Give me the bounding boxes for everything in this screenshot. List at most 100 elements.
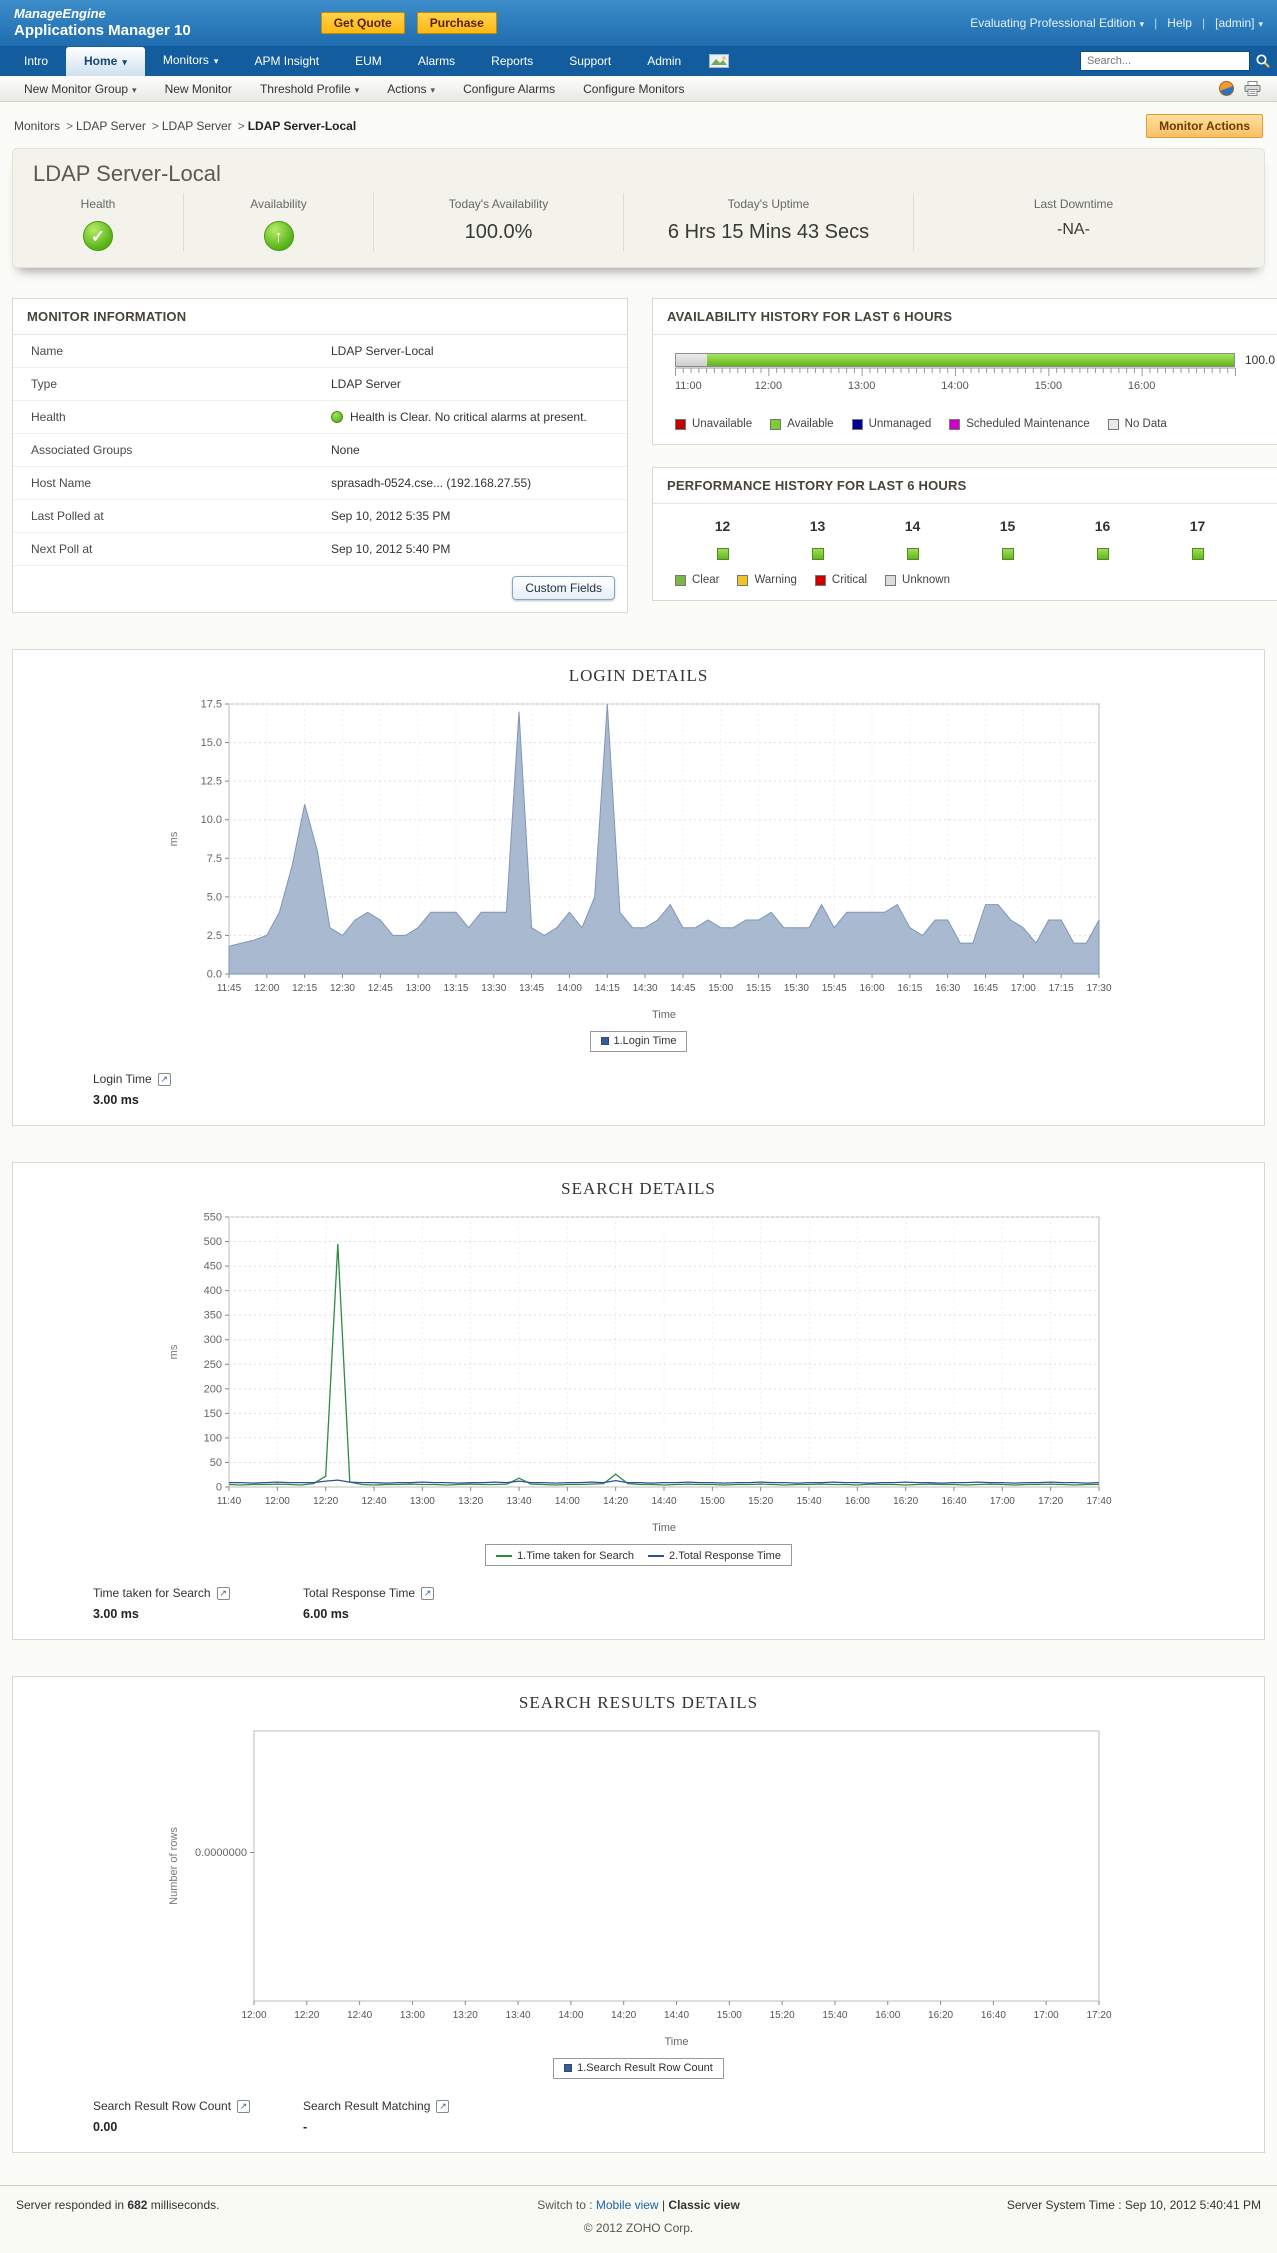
legend-available: Available (770, 418, 834, 430)
toolbar-threshold-profile[interactable]: Threshold Profile ▾ (259, 81, 360, 96)
svg-text:12:40: 12:40 (347, 2010, 372, 2021)
search-input[interactable] (1080, 51, 1250, 71)
svg-text:15:30: 15:30 (783, 983, 808, 994)
monitor-actions-button[interactable]: Monitor Actions (1146, 114, 1263, 138)
breadcrumb-monitors[interactable]: Monitors (14, 119, 61, 133)
square-marker (564, 2064, 573, 2072)
tab-home[interactable]: Home ▾ (66, 47, 145, 76)
summary-label: Today's Availability (448, 197, 549, 211)
stat-graph-link-icon[interactable]: ↗ (157, 1072, 171, 1086)
toolbar-configure-alarms[interactable]: Configure Alarms (463, 81, 556, 96)
stat-label: Login Time ↗ (93, 1072, 303, 1086)
svg-text:17:20: 17:20 (1086, 2010, 1111, 2021)
help-link[interactable]: Help (1167, 16, 1192, 30)
toolbar-new-monitor-group[interactable]: New Monitor Group ▾ (24, 81, 137, 96)
breadcrumb-ldap-server[interactable]: LDAP Server (161, 119, 232, 133)
search-details-panel: SEARCH DETAILS 0 50 100 150 200 250 300 350 400 4… (12, 1162, 1265, 1640)
toolbar-icons (1219, 81, 1267, 96)
stat-graph-link-icon[interactable]: ↗ (436, 2099, 450, 2113)
purchase-button[interactable]: Purchase (416, 12, 497, 34)
manageengine-logo[interactable]: ManageEngine Applications Manager 10 (14, 5, 191, 39)
top-header: ManageEngine Applications Manager 10 Get… (0, 0, 1277, 46)
stat-graph-link-icon[interactable]: ↗ (216, 1586, 230, 1600)
svg-text:11:45: 11:45 (216, 983, 241, 994)
tab-intro[interactable]: Intro (24, 54, 49, 68)
breadcrumb-ldap-server[interactable]: LDAP Server (76, 119, 146, 133)
admin-menu[interactable]: [admin] ▾ (1215, 16, 1263, 30)
performance-status-clear[interactable] (906, 548, 919, 560)
performance-hour-17: 17 (1150, 518, 1245, 560)
caret-down-icon: ▾ (354, 84, 360, 95)
chart-login: 0.0 2.5 5.0 7.5 10.0 12.5 15.0 17.5 11:45 12:00 12… (168, 699, 1112, 1022)
search-results-details-panel: SEARCH RESULTS DETAILS 0.0000000 12:00 12:… (12, 1676, 1265, 2153)
summary-row: Health ✓ Availability ↑ Today's Availability… (13, 189, 1264, 267)
breadcrumb-separator: > (66, 119, 74, 133)
svg-text:16:40: 16:40 (941, 1496, 966, 1507)
history-column: AVAILABILITY HISTORY FOR LAST 6 HOURS 10… (652, 298, 1277, 601)
svg-text:Number of rows: Number of rows (168, 1827, 180, 1905)
svg-text:2.5: 2.5 (206, 930, 221, 942)
world-icon[interactable] (1219, 81, 1234, 96)
performance-status-clear[interactable] (716, 548, 729, 560)
critical-swatch (814, 574, 826, 586)
svg-text:16:00: 16:00 (875, 2010, 900, 2021)
svg-text:15:15: 15:15 (746, 983, 771, 994)
logo-brand: ManageEngine (14, 5, 106, 21)
performance-status-clear[interactable] (1191, 548, 1204, 560)
tab-support[interactable]: Support (569, 54, 612, 68)
info-value: sprasadh-0524.cse... (192.168.27.55) (331, 476, 532, 490)
switch-to-label: Switch to : (537, 2198, 596, 2212)
mobile-view-link[interactable]: Mobile view (595, 2198, 659, 2212)
get-quote-button[interactable]: Get Quote (320, 12, 405, 34)
availability-bar (675, 353, 1235, 367)
summary-today-s-uptime: Today's Uptime 6 Hrs 15 Mins 43 Secs (623, 193, 913, 251)
svg-text:14:40: 14:40 (663, 2010, 688, 2021)
stat-value: - (303, 2120, 308, 2134)
toolbar-configure-monitors[interactable]: Configure Monitors (583, 81, 685, 96)
tab-apm-insight[interactable]: APM Insight (254, 54, 320, 68)
performance-hour-label: 13 (809, 518, 826, 534)
available-swatch (770, 418, 782, 430)
availability-legend: Unavailable Available Unmanaged Scheduled M… (675, 418, 1275, 430)
search-icon[interactable] (1255, 53, 1271, 69)
svg-text:11:00: 11:00 (675, 380, 702, 392)
stat-value: 0.00 (93, 2120, 118, 2134)
svg-text:15:00: 15:00 (1035, 380, 1063, 392)
svg-text:17:30: 17:30 (1086, 983, 1111, 994)
print-icon[interactable] (1244, 81, 1261, 96)
stat-label: Search Result Matching ↗ (303, 2099, 513, 2113)
svg-text:400: 400 (203, 1285, 221, 1297)
separator: | (1154, 16, 1158, 30)
svg-text:13:00: 13:00 (848, 380, 876, 392)
toolbar-actions[interactable]: Actions ▾ (387, 81, 436, 96)
performance-status-clear[interactable] (1001, 548, 1014, 560)
svg-text:12:00: 12:00 (254, 983, 279, 994)
performance-status-clear[interactable] (1096, 548, 1109, 560)
edition-menu[interactable]: Evaluating Professional Edition ▾ (970, 16, 1145, 30)
tab-alarms[interactable]: Alarms (417, 54, 456, 68)
svg-text:14:20: 14:20 (611, 2010, 636, 2021)
unmanaged-swatch (851, 418, 863, 430)
legend-unmanaged: Unmanaged (851, 418, 931, 430)
toolbar-new-monitor[interactable]: New Monitor (164, 81, 232, 96)
tab-eum[interactable]: EUM (355, 54, 382, 68)
stat-total-response-time: Total Response Time ↗ 6.00 ms (303, 1586, 513, 1621)
unknown-swatch (885, 574, 897, 586)
tab-monitors[interactable]: Monitors ▾ (162, 53, 219, 67)
stat-graph-link-icon[interactable]: ↗ (421, 1586, 435, 1600)
showcase-icon[interactable] (709, 54, 730, 68)
performance-status-clear[interactable] (811, 548, 824, 560)
performance-hour-15: 15 (960, 518, 1055, 560)
tab-admin[interactable]: Admin (647, 54, 682, 68)
stat-login-time: Login Time ↗ 3.00 ms (93, 1072, 303, 1107)
svg-text:100: 100 (203, 1432, 221, 1444)
custom-fields-button[interactable]: Custom Fields (512, 576, 615, 600)
svg-text:500: 500 (203, 1236, 221, 1248)
stat-graph-link-icon[interactable]: ↗ (237, 2099, 251, 2113)
svg-text:14:00: 14:00 (558, 2010, 583, 2021)
copyright: © 2012 ZOHO Corp. (583, 2221, 694, 2235)
legend-warning: Warning (737, 574, 797, 586)
server-system-time: Server System Time : Sep 10, 2012 5:40:4… (1006, 2198, 1261, 2212)
tab-reports[interactable]: Reports (491, 54, 534, 68)
